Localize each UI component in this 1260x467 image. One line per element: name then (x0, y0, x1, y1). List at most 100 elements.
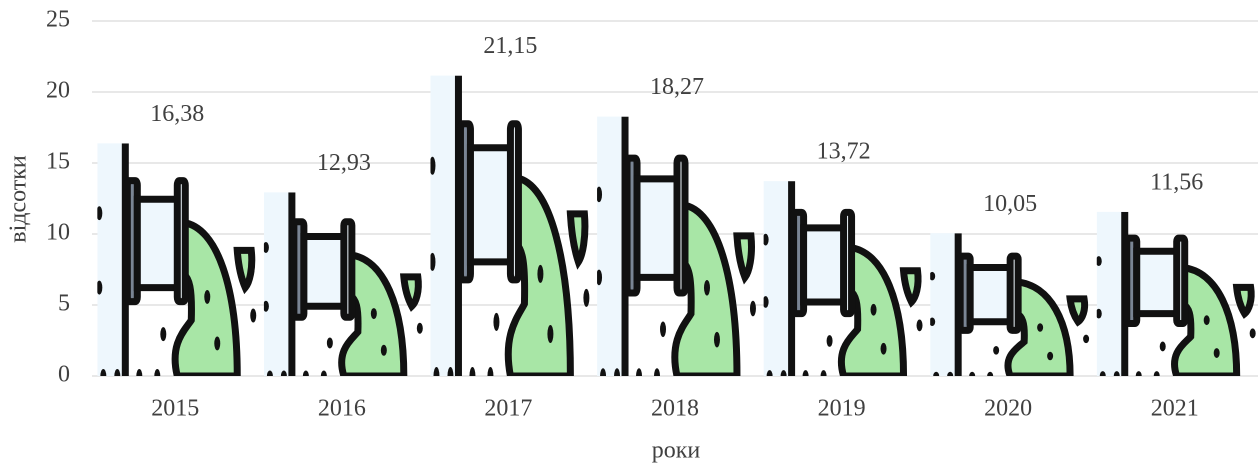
dot (97, 206, 103, 221)
dot (880, 342, 887, 355)
dot (916, 319, 923, 332)
dot (1153, 371, 1160, 376)
dot (993, 346, 1000, 355)
x-tick-label: 2018 (651, 396, 699, 422)
dot (433, 366, 440, 376)
y-tick-label: 10 (46, 220, 70, 246)
dot (547, 324, 554, 343)
data-label: 16,38 (150, 101, 204, 127)
dot (537, 264, 544, 283)
dot (1037, 323, 1044, 332)
pipe-end (677, 158, 685, 293)
pipe-wall (1096, 211, 1125, 376)
dot (263, 241, 269, 253)
pipe-end (510, 124, 518, 280)
dot (1159, 341, 1166, 352)
drop (237, 250, 252, 287)
dot (487, 366, 494, 376)
dot (1099, 371, 1106, 376)
pipe (970, 268, 1012, 322)
drop (404, 277, 419, 306)
pipe (1137, 251, 1179, 313)
pipe (470, 148, 512, 262)
dot (469, 366, 476, 376)
bar (763, 181, 923, 376)
dot (204, 289, 211, 304)
dot (154, 369, 161, 376)
dot (1096, 308, 1102, 319)
bar (1096, 211, 1256, 376)
dot (1135, 371, 1142, 376)
dot (416, 322, 423, 334)
pipe-wall (97, 143, 126, 376)
dot (766, 370, 773, 376)
dot (136, 369, 143, 376)
y-tick-label: 0 (58, 362, 70, 388)
y-tick-label: 5 (58, 291, 70, 317)
bar (97, 143, 257, 376)
dot (947, 371, 954, 376)
x-tick-label: 2015 (151, 396, 199, 422)
drop (1070, 299, 1085, 322)
dot (930, 271, 936, 281)
dot (749, 300, 756, 317)
pipe-end (1177, 238, 1185, 323)
dot (660, 321, 667, 338)
pipe-wall (763, 181, 792, 376)
bar (263, 192, 423, 376)
data-label: 10,05 (983, 191, 1037, 217)
dot (493, 312, 500, 331)
dot (214, 336, 221, 351)
dot (763, 233, 769, 246)
bar (597, 116, 756, 376)
dot (600, 368, 607, 376)
y-tick-label: 20 (46, 78, 70, 104)
drop (1237, 287, 1252, 313)
dot (280, 370, 287, 376)
dot (160, 327, 167, 342)
dot (380, 344, 387, 356)
dot (636, 368, 643, 376)
dot (1047, 351, 1054, 361)
pipe (637, 179, 679, 278)
dot (933, 371, 940, 376)
pipe-wall (430, 75, 459, 376)
dot (987, 371, 994, 376)
dot (370, 308, 377, 320)
pipe-end (344, 222, 352, 317)
pipe-wall (930, 233, 959, 376)
dot (780, 370, 787, 376)
pipe-wall (597, 116, 626, 376)
dot (1083, 334, 1090, 344)
x-axis-title: роки (652, 438, 701, 464)
dot (97, 280, 103, 295)
data-label: 18,27 (650, 74, 704, 100)
data-label: 21,15 (483, 33, 537, 59)
x-tick-label: 2019 (818, 396, 866, 422)
bar (430, 75, 590, 376)
dot (430, 252, 436, 271)
dot (713, 331, 720, 348)
dot (583, 288, 590, 307)
dot (614, 368, 621, 376)
data-label: 13,72 (817, 139, 871, 165)
dot (654, 368, 661, 376)
dot (250, 308, 257, 323)
drop (570, 214, 585, 262)
bar (930, 233, 1090, 376)
pipe-end (1010, 256, 1018, 330)
y-axis-title: відсотки (6, 155, 32, 243)
drop (737, 236, 752, 278)
dot (763, 296, 769, 308)
dot (802, 370, 809, 376)
dot (597, 186, 603, 203)
x-tick-label: 2016 (318, 396, 366, 422)
dot (703, 280, 710, 296)
data-label: 11,56 (1150, 169, 1203, 195)
pipe-end (177, 181, 185, 302)
dot (969, 371, 976, 376)
dot (826, 335, 833, 347)
pipe (137, 199, 179, 287)
dot (447, 366, 454, 376)
